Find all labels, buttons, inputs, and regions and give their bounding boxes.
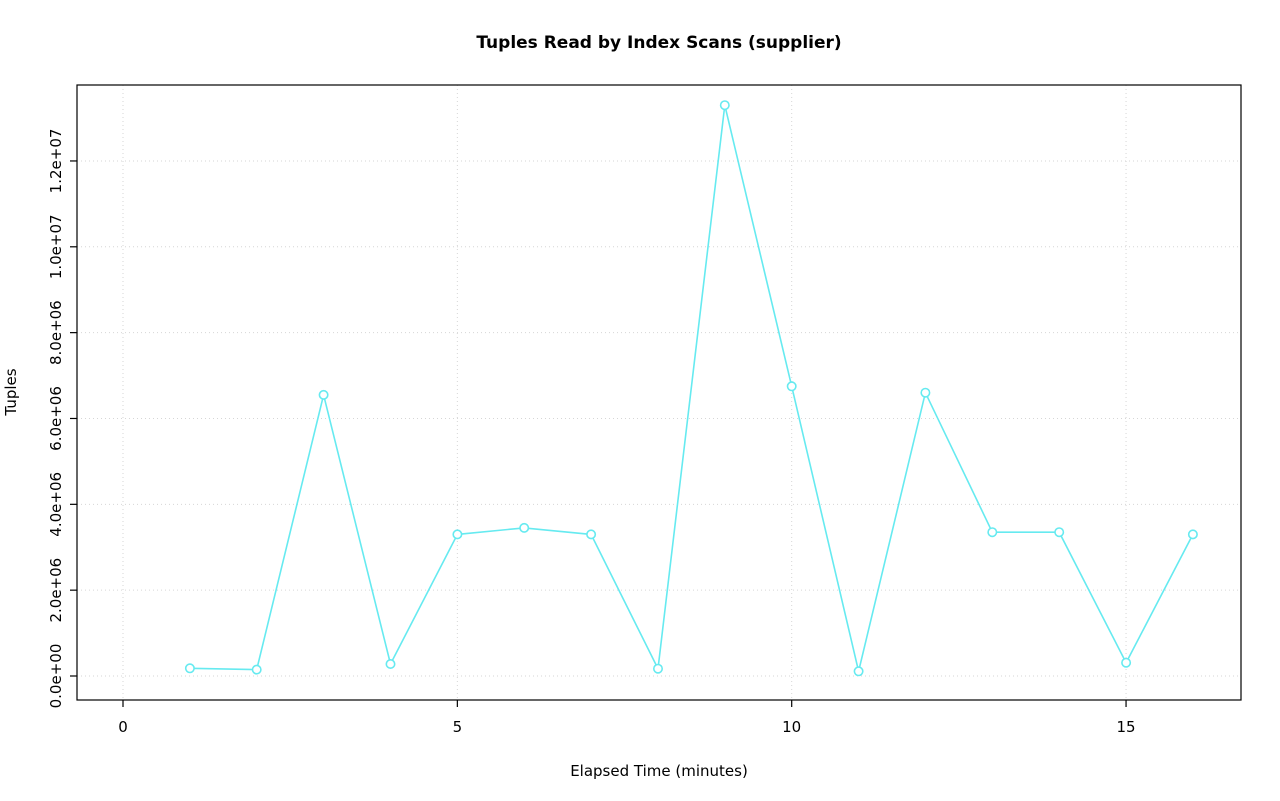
data-point (586, 529, 597, 540)
plot-border (76, 84, 1242, 701)
data-point (652, 663, 663, 674)
x-tick-label: 5 (453, 718, 463, 736)
chart-title: Tuples Read by Index Scans (supplier) (476, 33, 841, 53)
x-tick-label: 15 (1117, 718, 1136, 736)
data-point (251, 664, 262, 675)
data-point (1187, 529, 1198, 540)
x-axis: 0 5 10 15 (118, 700, 1136, 736)
y-axis: 0.0e+00 2.0e+06 4.0e+06 6.0e+06 8.0e+06 1.0e+… (47, 129, 77, 709)
data-point (987, 527, 998, 538)
data-point (519, 522, 530, 533)
y-tick-label: 6.0e+06 (47, 386, 65, 451)
data-point (385, 658, 396, 669)
y-tick-label: 2.0e+06 (47, 558, 65, 623)
data-point (184, 663, 195, 674)
y-tick-label: 1.2e+07 (47, 129, 65, 194)
x-tick-label: 0 (118, 718, 128, 736)
data-point (786, 381, 797, 392)
y-tick-label: 0.0e+00 (47, 644, 65, 709)
data-point (1054, 527, 1065, 538)
gridlines (77, 85, 1241, 700)
y-tick-label: 1.0e+07 (47, 214, 65, 279)
series-line (189, 105, 1194, 672)
data-point (1121, 657, 1132, 668)
y-axis-title: Tuples (2, 368, 20, 416)
data-point (719, 100, 730, 111)
y-tick-label: 8.0e+06 (47, 300, 65, 365)
data-point (318, 389, 329, 400)
data-point (853, 666, 864, 677)
y-tick-label: 4.0e+06 (47, 472, 65, 537)
data-point (452, 529, 463, 540)
x-axis-title: Elapsed Time (minutes) (570, 762, 748, 780)
x-tick-label: 10 (782, 718, 801, 736)
data-point (920, 387, 931, 398)
data-series (184, 100, 1198, 677)
